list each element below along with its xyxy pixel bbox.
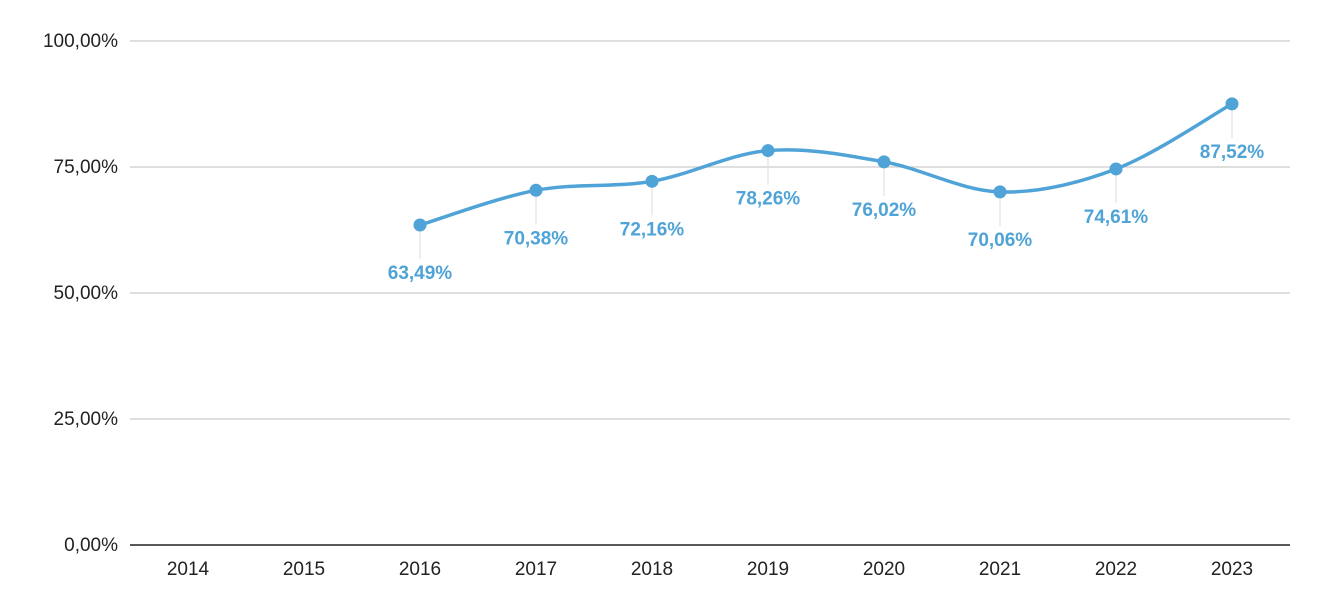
data-point-marker	[1225, 97, 1239, 111]
data-point-marker	[761, 144, 775, 158]
x-tick-label: 2015	[283, 559, 325, 580]
data-labels: 63,49% 70,38% 72,16% 78,26% 76,02% 70,06% 74,6…	[388, 142, 1265, 284]
data-label: 87,52%	[1200, 142, 1265, 163]
y-tick-label: 100,00%	[43, 31, 118, 52]
y-tick-label: 0,00%	[64, 535, 118, 556]
data-label: 70,38%	[504, 228, 569, 249]
y-tick-label: 75,00%	[54, 157, 119, 178]
data-point-marker	[645, 174, 659, 188]
x-tick-label: 2020	[863, 559, 905, 580]
x-tick-label: 2016	[399, 559, 441, 580]
x-tick-label: 2022	[1095, 559, 1137, 580]
x-tick-label: 2014	[167, 559, 210, 580]
data-point-marker	[993, 185, 1007, 199]
data-label: 70,06%	[968, 230, 1033, 251]
x-axis: 2014 2015 2016 2017 2018 2019 2020 2021 2022 2023	[130, 544, 1290, 580]
x-tick-label: 2018	[631, 559, 673, 580]
data-point-marker	[1109, 162, 1123, 176]
y-axis: 0,00% 25,00% 50,00% 75,00% 100,00%	[43, 31, 118, 556]
y-tick-label: 50,00%	[54, 283, 119, 304]
data-label: 76,02%	[852, 200, 917, 221]
gridlines	[130, 40, 1290, 420]
x-tick-label: 2021	[979, 559, 1021, 580]
series-line	[418, 102, 1234, 227]
data-series	[413, 97, 1239, 232]
data-label: 78,26%	[736, 189, 801, 210]
data-point-marker	[413, 218, 427, 232]
data-label: 63,49%	[388, 263, 453, 284]
y-tick-label: 25,00%	[54, 409, 119, 430]
data-point-marker	[877, 155, 891, 169]
x-tick-label: 2017	[515, 559, 557, 580]
data-label: 74,61%	[1084, 207, 1149, 228]
x-tick-label: 2019	[747, 559, 789, 580]
x-tick-label: 2023	[1211, 559, 1253, 580]
data-label: 72,16%	[620, 219, 685, 240]
label-leader-lines	[419, 109, 1233, 260]
data-point-marker	[529, 183, 543, 197]
